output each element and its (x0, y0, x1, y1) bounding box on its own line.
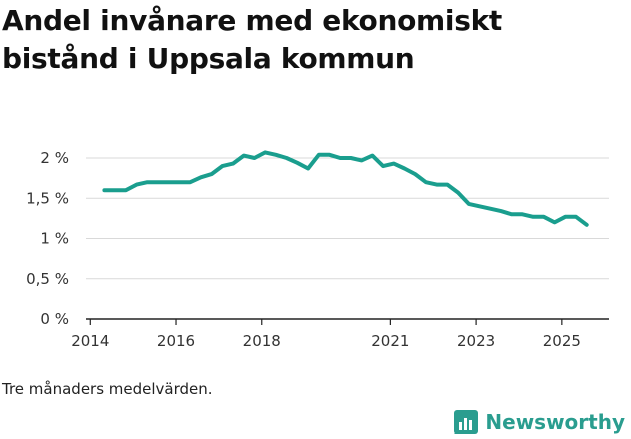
chart-title: Andel invånare med ekonomiskt bistånd i … (2, 4, 503, 75)
x-tick-label: 2018 (243, 332, 281, 350)
y-axis-tick-labels: 0 % 0,5 % 1 % 1,5 % 2 % (26, 149, 69, 328)
x-tick-label: 2025 (543, 332, 581, 350)
brand-name: Newsworthy (485, 410, 625, 434)
newsworthy-logo-icon (454, 410, 479, 434)
series-line (102, 150, 589, 227)
brand-logo[interactable]: Newsworthy (453, 409, 625, 435)
x-axis (86, 318, 609, 325)
x-tick-label: 2016 (157, 332, 195, 350)
y-tick-label: 1,5 % (26, 189, 69, 207)
footnote: Tre månaders medelvärden. (2, 380, 213, 398)
x-tick-label: 2014 (71, 332, 109, 350)
x-axis-tick-labels: 2014 2016 2018 2021 2023 2025 (71, 332, 581, 350)
y-tick-label: 2 % (40, 149, 69, 167)
series-layer (102, 150, 589, 227)
y-tick-label: 1 % (40, 230, 69, 248)
y-tick-label: 0 % (40, 310, 69, 328)
x-tick-label: 2021 (371, 332, 409, 350)
gridlines (86, 157, 609, 280)
x-tick-label: 2023 (457, 332, 495, 350)
y-tick-label: 0,5 % (26, 270, 69, 288)
